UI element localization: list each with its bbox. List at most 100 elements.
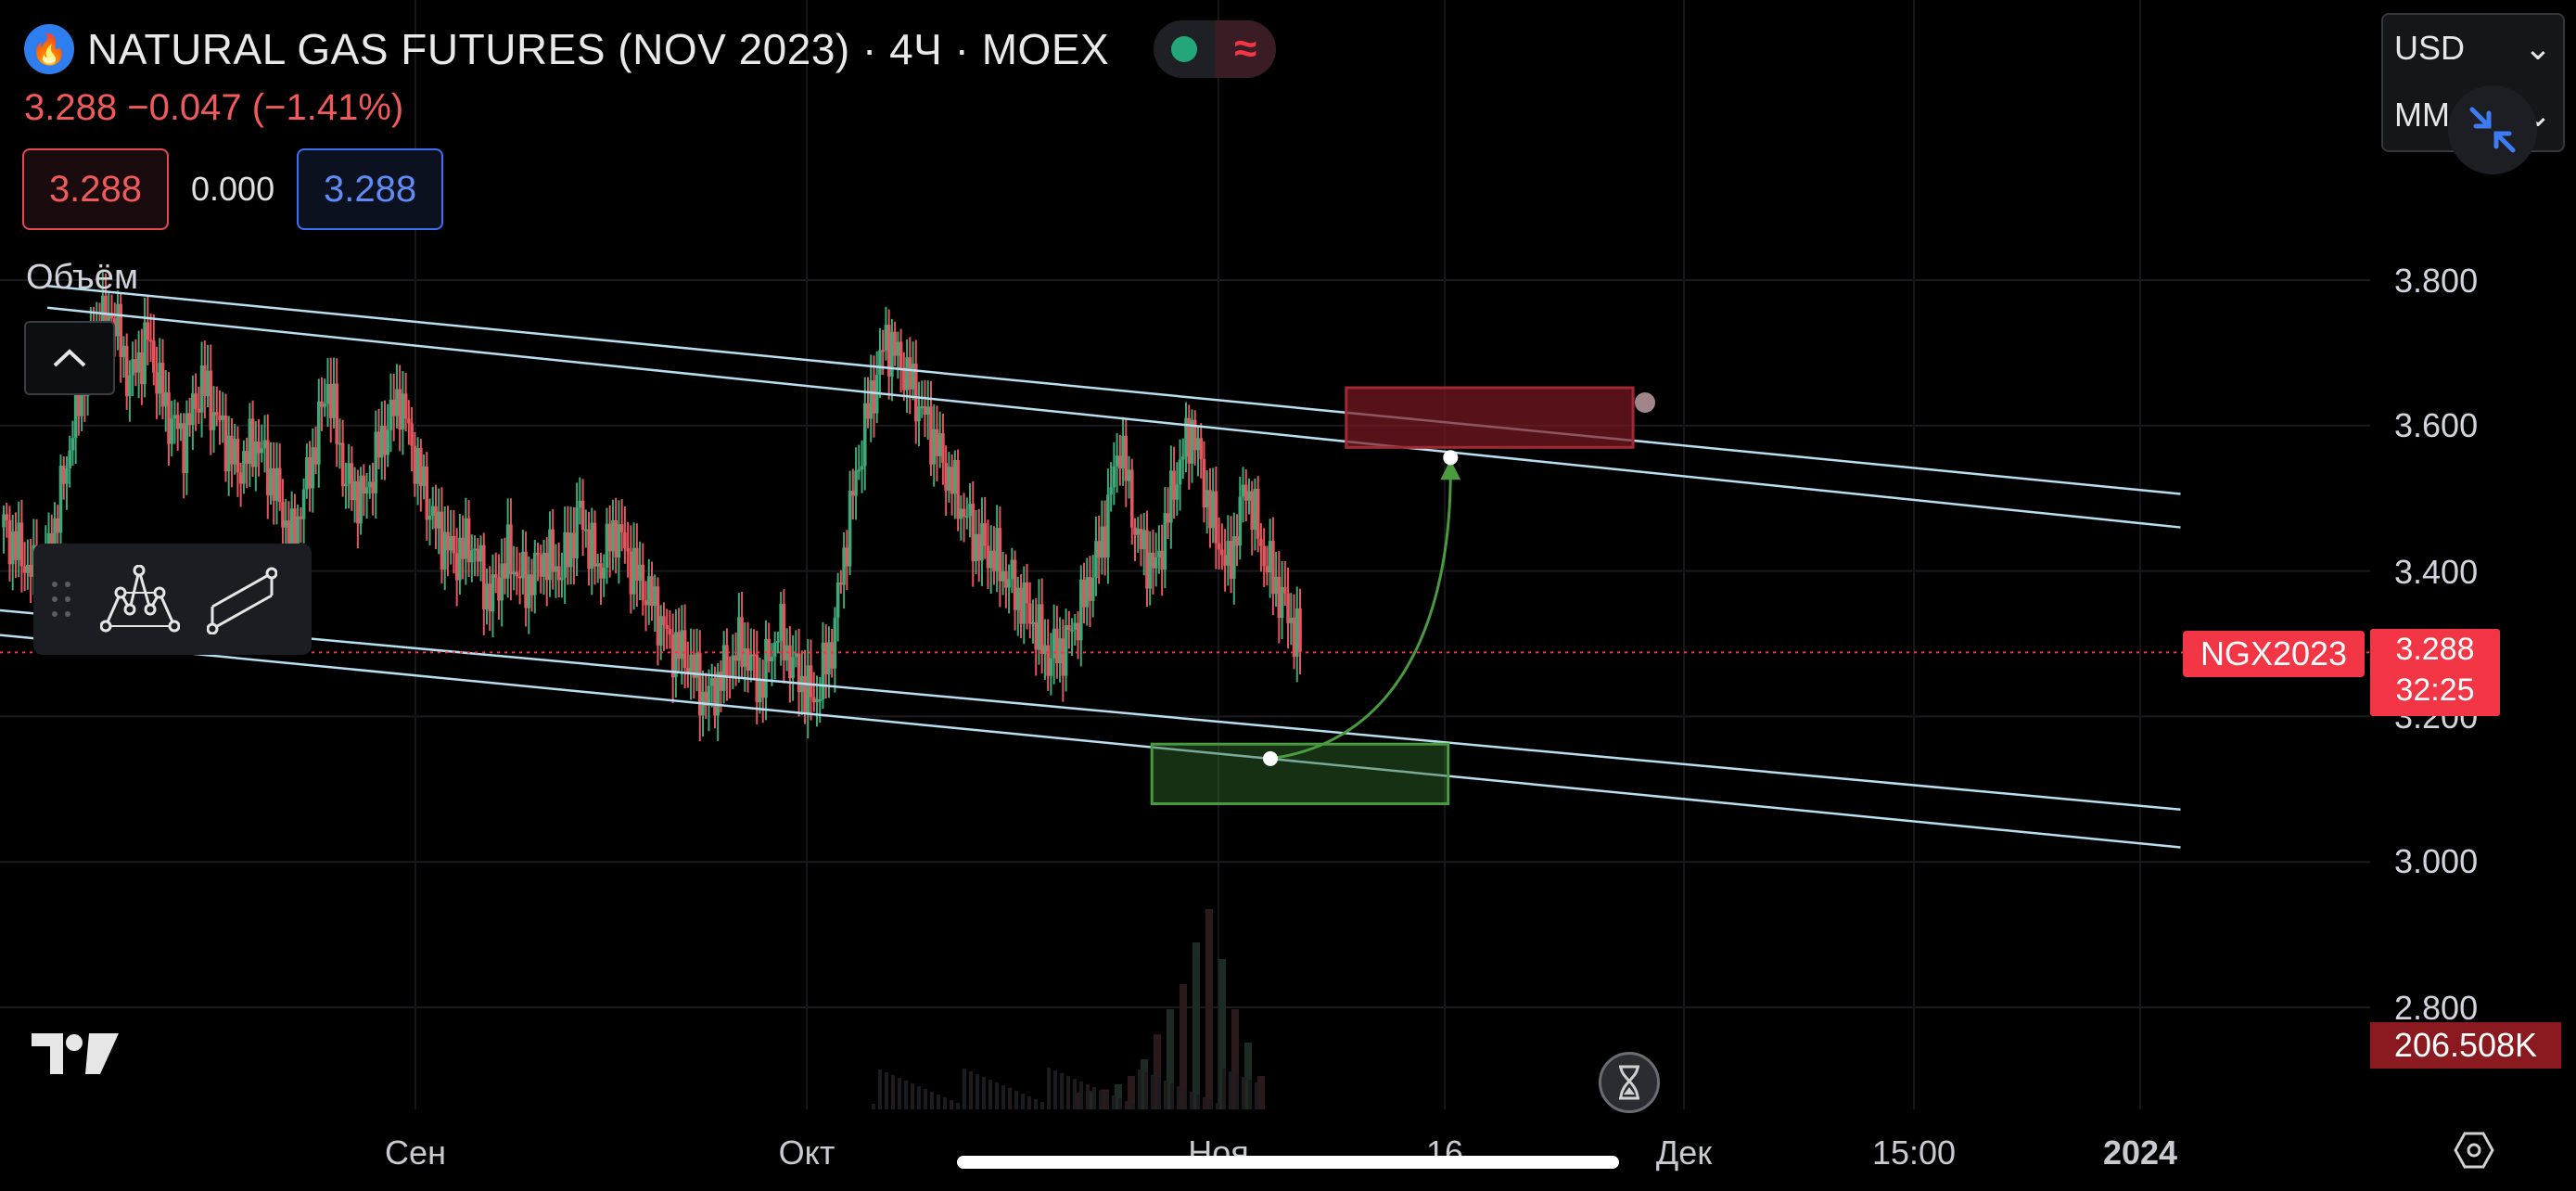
- bar-countdown: 32:25: [2395, 672, 2475, 708]
- candle-body: [493, 574, 498, 578]
- candle-body: [923, 406, 927, 416]
- candle-body: [389, 399, 393, 430]
- candle-body: [248, 418, 252, 464]
- candle-body: [242, 451, 246, 484]
- candle-body: [7, 519, 12, 565]
- candle-body: [818, 698, 823, 701]
- volume-bar: [1112, 1095, 1116, 1109]
- candle-body: [320, 401, 324, 407]
- symbol-title[interactable]: NATURAL GAS FUTURES (NOV 2023) · 4Ч · MO…: [87, 25, 1110, 73]
- last-price-badge: 3.288 32:25: [2370, 629, 2500, 716]
- candle-body: [461, 537, 465, 559]
- candle-body: [350, 463, 354, 501]
- candle-body: [911, 363, 915, 390]
- candle-body: [238, 472, 243, 484]
- candle-body: [1031, 621, 1035, 624]
- candle-body: [623, 531, 627, 548]
- volume-bar: [1053, 1070, 1057, 1109]
- candle-body: [697, 652, 702, 716]
- candle-body: [233, 439, 236, 465]
- candle-body: [1004, 570, 1008, 588]
- candle-body: [191, 393, 195, 426]
- candle-body: [551, 529, 555, 572]
- candle-body: [1247, 491, 1251, 501]
- replay-button[interactable]: [1599, 1052, 1660, 1113]
- y-tick-label: 3.400: [2394, 553, 2479, 591]
- candle-body: [529, 574, 534, 596]
- currency-select[interactable]: USD ⌄: [2383, 15, 2563, 82]
- volume-bar: [1014, 1091, 1018, 1109]
- candle-body: [695, 652, 699, 678]
- drag-handle-icon[interactable]: [33, 579, 89, 620]
- candle-body: [851, 491, 855, 496]
- candle-body: [941, 433, 945, 463]
- candle-body: [1211, 491, 1215, 529]
- candle-body: [760, 680, 765, 698]
- candle-body: [368, 481, 372, 488]
- candle-body: [1157, 550, 1161, 557]
- tradingview-logo[interactable]: [32, 1030, 119, 1082]
- tradingview-logo-icon: [32, 1033, 119, 1074]
- pattern-tool-icon[interactable]: [89, 553, 191, 646]
- candle-body: [517, 576, 522, 579]
- channel-line: [46, 306, 2181, 529]
- candle-body: [1124, 435, 1129, 481]
- candle-body: [929, 406, 933, 465]
- candle-body: [452, 535, 456, 554]
- candle-body: [140, 352, 144, 385]
- spread-value: 0.000: [191, 170, 275, 208]
- candle-body: [566, 531, 570, 568]
- candle-body: [1133, 527, 1137, 535]
- candle-body: [764, 638, 768, 698]
- settings-button[interactable]: [2454, 1130, 2494, 1175]
- home-indicator[interactable]: [957, 1156, 1619, 1169]
- volume-bar: [982, 1077, 986, 1109]
- exit-fullscreen-button[interactable]: [2448, 85, 2537, 174]
- minimize-arrows-icon: [2469, 107, 2516, 153]
- candle-body: [713, 677, 717, 716]
- candle-body: [721, 645, 726, 691]
- candle-body: [73, 378, 78, 439]
- status-pill[interactable]: ≈: [1154, 20, 1277, 78]
- sell-button[interactable]: 3.288: [22, 148, 169, 230]
- candle-body: [359, 475, 363, 524]
- volume-bar: [950, 1100, 953, 1109]
- candle-body: [1052, 628, 1056, 659]
- candle-body: [913, 363, 918, 422]
- volume-bar: [1216, 1103, 1219, 1109]
- channel-line: [0, 634, 2181, 849]
- candle-body: [1190, 419, 1194, 464]
- candle-body: [614, 519, 618, 558]
- buy-button[interactable]: 3.288: [297, 148, 444, 230]
- candle-body: [536, 552, 540, 556]
- collapse-legend-button[interactable]: [24, 321, 115, 395]
- candle-body: [872, 380, 876, 414]
- candle-body: [197, 408, 201, 413]
- volume-indicator-title[interactable]: Объём: [26, 258, 139, 297]
- settings-hexagon-icon: [2454, 1132, 2494, 1169]
- candle-body: [1223, 555, 1227, 566]
- candle-body: [607, 523, 612, 552]
- candle-body: [1241, 484, 1245, 497]
- candle-body: [521, 551, 525, 579]
- projection-arrow: [1269, 472, 1452, 761]
- candle-body: [1094, 541, 1098, 579]
- candle-body: [1163, 513, 1167, 570]
- candle-body: [160, 363, 165, 407]
- volume-bar: [1125, 1101, 1129, 1109]
- parallel-channel-tool-icon[interactable]: [191, 553, 293, 646]
- candle-body: [497, 577, 501, 601]
- candle-body: [1112, 466, 1116, 488]
- candle-body: [446, 531, 450, 551]
- candle-body: [293, 508, 297, 546]
- candle-body: [1289, 617, 1294, 623]
- candle-body: [1226, 541, 1231, 566]
- candle-body: [995, 528, 999, 571]
- candle-body: [646, 576, 651, 606]
- candle-body: [524, 551, 528, 608]
- candle-body: [860, 466, 864, 470]
- candle-body: [772, 642, 777, 658]
- candle-body: [203, 365, 207, 396]
- candle-body: [779, 604, 783, 641]
